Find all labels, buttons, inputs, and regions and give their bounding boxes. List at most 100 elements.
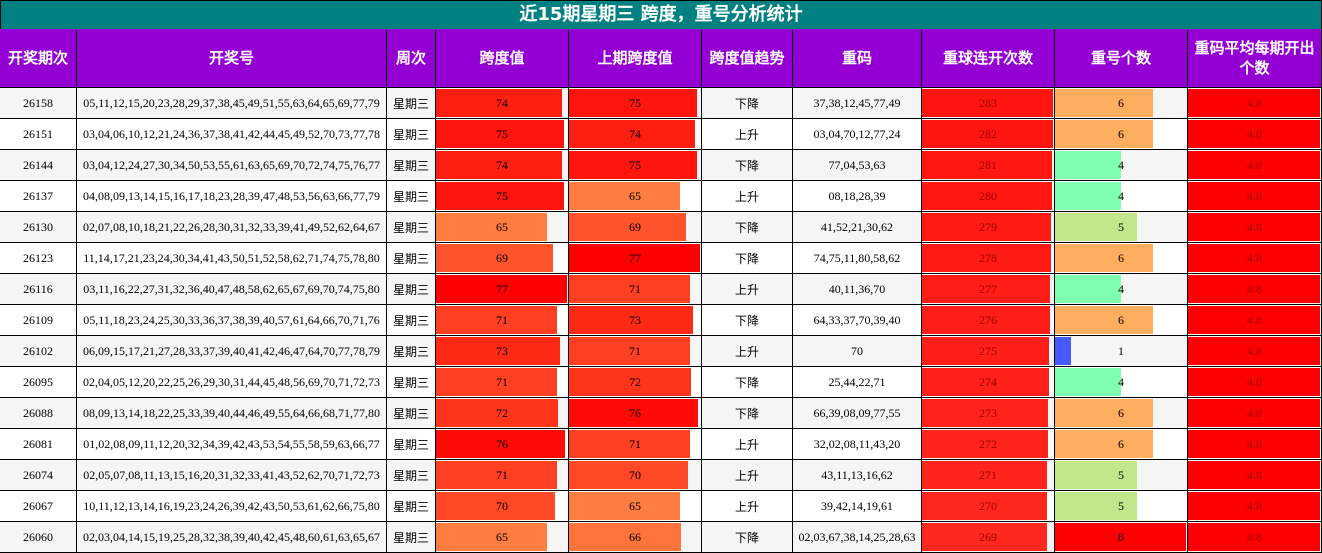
cell-text: 26137 [23,188,53,203]
cell-text: 星期三 [392,313,429,328]
cell-text: 下降 [734,313,759,328]
cell-text: 星期三 [392,468,429,483]
cell-text: 下降 [734,158,759,173]
table-cell: 65 [436,522,569,553]
table-cell: 65 [569,181,702,212]
cell-text: 4.8 [1247,467,1262,482]
table-cell: 星期三 [387,398,436,429]
cell-text: 32,02,08,11,43,20 [813,436,901,451]
cell-text: 上升 [734,499,759,514]
table-cell: 77,04,53,63 [793,150,922,181]
data-bar [1055,492,1137,520]
data-bar [1055,399,1154,427]
table-cell: 4.8 [1188,88,1322,119]
data-bar [569,275,690,303]
header-cell: 开奖号 [77,29,387,88]
table-cell: 70 [793,336,922,367]
table-cell: 75 [436,181,569,212]
table-cell: 02,04,05,12,20,22,25,26,29,30,31,44,45,4… [77,367,387,398]
table-cell: 4.8 [1188,491,1322,522]
data-bar [922,523,1047,551]
table-cell: 06,09,15,17,21,27,28,33,37,39,40,41,42,4… [77,336,387,367]
table-cell: 73 [569,305,702,336]
data-bar [922,213,1052,241]
table-cell: 4.8 [1188,367,1322,398]
data-bar [436,213,547,241]
cell-text: 5 [1118,498,1124,513]
cell-text: 02,07,08,10,18,21,22,26,28,30,31,32,33,3… [83,219,380,234]
data-bar [569,306,694,334]
table-cell: 26116 [0,274,77,305]
data-bar [922,399,1049,427]
data-bar [436,306,557,334]
table-cell: 05,11,18,23,24,25,30,33,36,37,38,39,40,5… [77,305,387,336]
cell-text: 上升 [734,127,759,142]
data-bar [569,461,689,489]
table-cell: 41,52,21,30,62 [793,212,922,243]
table-cell: 26102 [0,336,77,367]
table-cell: 5 [1055,460,1188,491]
cell-text: 4.8 [1247,405,1262,420]
data-bar [569,120,695,148]
data-bar [436,399,559,427]
cell-text: 03,04,70,12,77,24 [813,126,901,141]
data-bar [922,368,1049,396]
cell-text: 71 [496,374,508,389]
data-bar [569,337,690,365]
table-cell: 72 [569,367,702,398]
table-cell: 5 [1055,212,1188,243]
table-cell: 4.8 [1188,274,1322,305]
table-cell: 273 [922,398,1055,429]
cell-text: 下降 [734,530,759,545]
cell-text: 269 [979,529,997,544]
cell-text: 282 [979,126,997,141]
table-cell: 275 [922,336,1055,367]
cell-text: 下降 [734,96,759,111]
table-cell: 星期三 [387,460,436,491]
table-cell: 02,03,04,14,15,19,25,28,32,38,39,40,42,4… [77,522,387,553]
data-bar [1055,120,1154,148]
table-cell: 278 [922,243,1055,274]
table-cell: 276 [922,305,1055,336]
data-bar [1055,368,1121,396]
table-cell: 26137 [0,181,77,212]
cell-text: 64,33,37,70,39,40 [813,312,901,327]
table-cell: 76 [436,429,569,460]
data-bar [922,244,1051,272]
cell-text: 星期三 [392,282,429,297]
cell-text: 4 [1118,374,1124,389]
cell-text: 26067 [23,498,53,513]
cell-text: 73 [629,312,641,327]
data-bar [569,399,699,427]
data-bar [436,337,561,365]
cell-text: 72 [496,405,508,420]
table-cell: 星期三 [387,367,436,398]
data-bar [1055,213,1137,241]
table-cell: 上升 [702,460,793,491]
table-cell: 74,75,11,80,58,62 [793,243,922,274]
data-bar [922,337,1050,365]
table-cell: 26109 [0,305,77,336]
table-cell: 5 [1055,491,1188,522]
cell-text: 272 [979,436,997,451]
table-cell: 70 [436,491,569,522]
table-cell: 26074 [0,460,77,491]
cell-text: 星期三 [392,375,429,390]
cell-text: 75 [629,157,641,172]
data-bar [1188,275,1320,303]
table-cell: 10,11,12,13,14,16,19,23,24,26,39,42,43,5… [77,491,387,522]
table-cell: 03,04,70,12,77,24 [793,119,922,150]
table-cell: 65 [436,212,569,243]
cell-text: 77,04,53,63 [828,157,886,172]
data-bar [569,151,697,179]
data-bar [922,151,1053,179]
data-bar [922,461,1048,489]
cell-text: 6 [1118,436,1124,451]
data-bar [569,430,690,458]
data-bar [569,492,680,520]
cell-text: 277 [979,281,997,296]
cell-text: 43,11,13,16,62 [821,467,893,482]
data-bar [1188,213,1320,241]
data-bar [569,523,682,551]
header-cell: 重球连开次数 [922,29,1055,88]
